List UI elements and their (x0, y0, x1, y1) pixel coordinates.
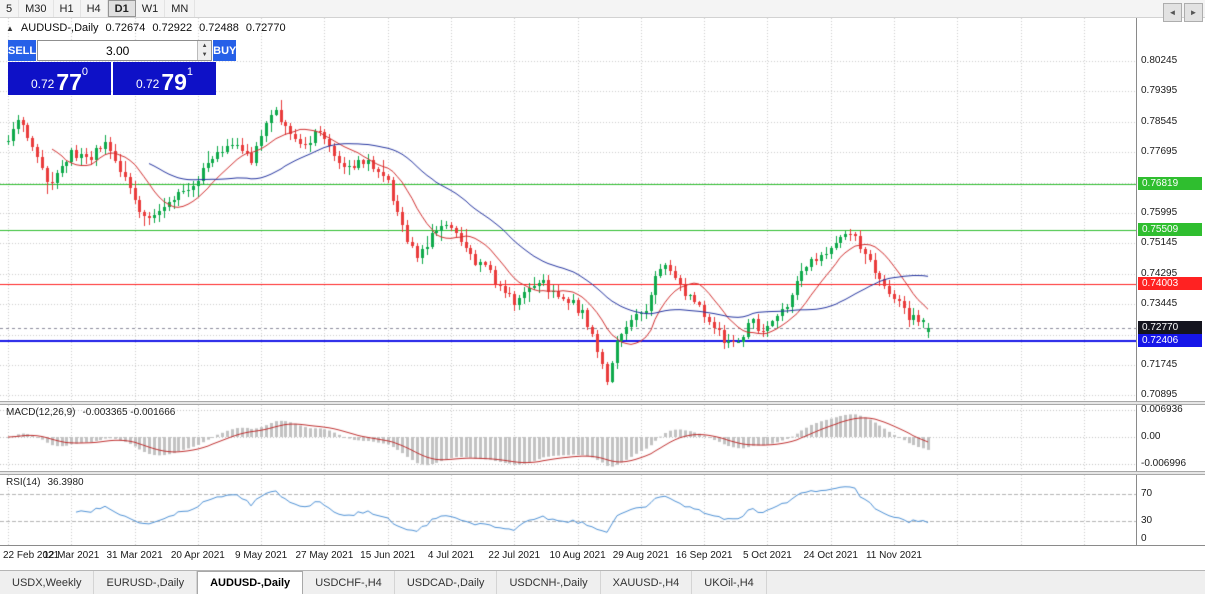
buy-button[interactable]: BUY (213, 40, 237, 61)
header-close-value: 0.72770 (245, 22, 286, 34)
date-axis-label: 11 Nov 2021 (865, 550, 922, 561)
date-axis-label: 9 May 2021 (234, 550, 288, 561)
timeframe-toolbar: 5 M30 H1 H4 D1 W1 MN (0, 0, 1205, 18)
chart-tab-eurusd-daily[interactable]: EURUSD-,Daily (94, 571, 198, 594)
buy-price-big-digits: 79 (161, 69, 187, 95)
timeframe-button-mn[interactable]: MN (165, 0, 196, 17)
date-axis-label: 15 Jun 2021 (360, 550, 416, 561)
hline-price-badge[interactable]: 0.76819 (1138, 176, 1202, 190)
rsi-axis-value: 0 (1141, 533, 1147, 544)
date-axis-label: 16 Sep 2021 (675, 550, 733, 561)
timeframe-button-w1[interactable]: W1 (136, 0, 166, 17)
price-axis-tick: 0.70895 (1141, 389, 1178, 401)
header-high-value: 0.72922 (152, 22, 193, 34)
tab-scroll-right-button[interactable]: ► (1184, 3, 1203, 22)
sell-price-big-digits: 77 (56, 69, 82, 95)
one-click-trading-panel: SELL ▲ ▼ BUY 0.72 77 0 0.72 79 1 (8, 40, 237, 95)
rsi-indicator-value: 36.3980 (47, 477, 84, 488)
macd-indicator-name: MACD(12,26,9) (6, 407, 76, 418)
chart-ohlc-header: ▲ AUDUSD-,Daily 0.72674 0.72922 0.72488 … (6, 22, 286, 34)
rsi-axis-value: 70 (1141, 488, 1153, 499)
date-axis-label: 5 Oct 2021 (742, 550, 792, 561)
macd-pane-label: MACD(12,26,9) -0.003365 -0.001666 (6, 407, 175, 418)
macd-axis-value: -0.006996 (1141, 458, 1187, 469)
chart-tab-audusd-daily[interactable]: AUDUSD-,Daily (197, 571, 304, 594)
date-axis-label: 4 Jul 2021 (427, 550, 475, 561)
sell-price-pip-digit: 0 (81, 66, 89, 78)
chart-tab-bar: USDX,Weekly EURUSD-,Daily AUDUSD-,Daily USD… (0, 570, 1205, 594)
price-axis-tick: 0.74295 (1141, 267, 1178, 279)
chart-tab-usdcad-daily[interactable]: USDCAD-,Daily (395, 571, 498, 594)
rsi-indicator-name: RSI(14) (6, 477, 41, 488)
lot-spinner: ▲ ▼ (197, 41, 212, 60)
date-axis-label: 29 Aug 2021 (612, 550, 669, 561)
date-axis-label: 22 Jul 2021 (488, 550, 541, 561)
date-axis-label: 27 May 2021 (295, 550, 354, 561)
timeframe-button-h1[interactable]: H1 (54, 0, 81, 17)
timeframe-button-d1[interactable]: D1 (107, 0, 136, 17)
lot-size-field: ▲ ▼ (37, 40, 213, 61)
macd-indicator-values: -0.003365 -0.001666 (82, 407, 176, 418)
price-axis-tick: 0.73445 (1141, 298, 1178, 310)
macd-axis-value: 0.006936 (1141, 404, 1183, 415)
chart-tab-usdcnh-daily[interactable]: USDCNH-,Daily (497, 571, 601, 594)
date-axis-label: 24 Oct 2021 (803, 550, 858, 561)
timeframe-button-m30[interactable]: M30 (19, 0, 54, 17)
price-axis-tick: 0.75145 (1141, 237, 1178, 249)
sell-price-display[interactable]: 0.72 77 0 (8, 62, 111, 95)
chart-tab-usdchf-h4[interactable]: USDCHF-,H4 (303, 571, 395, 594)
date-axis-label: 31 Mar 2021 (106, 550, 163, 561)
price-chart-canvas[interactable] (0, 18, 1136, 545)
collapse-panel-icon[interactable]: ▲ (6, 23, 14, 33)
rsi-pane-label: RSI(14) 36.3980 (6, 477, 84, 488)
timeframe-button-h4[interactable]: H4 (81, 0, 108, 17)
price-axis: 0.802450.793950.785450.776950.768450.759… (1136, 18, 1205, 566)
header-open-value: 0.72674 (105, 22, 146, 34)
timeframe-button-5[interactable]: 5 (0, 0, 20, 17)
date-axis-label: 10 Aug 2021 (549, 550, 606, 561)
hline-price-badge[interactable]: 0.75509 (1138, 223, 1202, 237)
tab-scroll-left-button[interactable]: ◄ (1163, 3, 1182, 22)
buy-price-pip-digit: 1 (186, 66, 194, 78)
lot-size-input[interactable] (38, 41, 198, 60)
pane-splitter-macd[interactable] (0, 401, 1205, 405)
lot-spinner-up-icon[interactable]: ▲ (198, 41, 212, 51)
chart-tab-ukoil-h4[interactable]: UKOil-,H4 (692, 571, 767, 594)
price-axis-tick: 0.80245 (1141, 55, 1178, 66)
date-axis-label: 22 Feb 2021 (3, 550, 60, 561)
hline-price-badge[interactable]: 0.74003 (1138, 277, 1202, 291)
pane-splitter-rsi[interactable] (0, 471, 1205, 475)
price-axis-tick: 0.78545 (1141, 115, 1178, 127)
price-axis-tick: 0.71745 (1141, 359, 1178, 370)
date-axis-label: 12 Mar 2021 (43, 550, 100, 561)
price-axis-tick: 0.77695 (1141, 146, 1178, 158)
price-axis-tick: 0.79395 (1141, 85, 1178, 97)
price-axis-tick: 0.75995 (1141, 207, 1178, 218)
sell-price-prefix: 0.72 (30, 77, 55, 91)
date-axis-label: 20 Apr 2021 (170, 550, 225, 561)
header-low-value: 0.72488 (199, 22, 239, 34)
buy-price-prefix: 0.72 (135, 77, 160, 91)
date-axis: 22 Feb 2021 12 Mar 2021 31 Mar 2021 20 Apr … (0, 545, 1205, 566)
rsi-axis-value: 30 (1141, 515, 1153, 526)
sell-button[interactable]: SELL (8, 40, 37, 61)
lot-spinner-down-icon[interactable]: ▼ (198, 50, 212, 60)
tab-scroll-buttons: ◄ ► (1163, 3, 1203, 22)
macd-axis-value: 0.00 (1141, 431, 1161, 442)
buy-price-display[interactable]: 0.72 79 1 (113, 62, 216, 95)
hline-price-badge[interactable]: 0.72406 (1138, 334, 1202, 348)
bid-price-badge: 0.72770 (1138, 321, 1202, 335)
chart-tab-xauusd-h4[interactable]: XAUUSD-,H4 (601, 571, 693, 594)
chart-tab-usdx-weekly[interactable]: USDX,Weekly (0, 571, 95, 594)
chart-symbol-label: AUDUSD-,Daily (20, 22, 99, 34)
